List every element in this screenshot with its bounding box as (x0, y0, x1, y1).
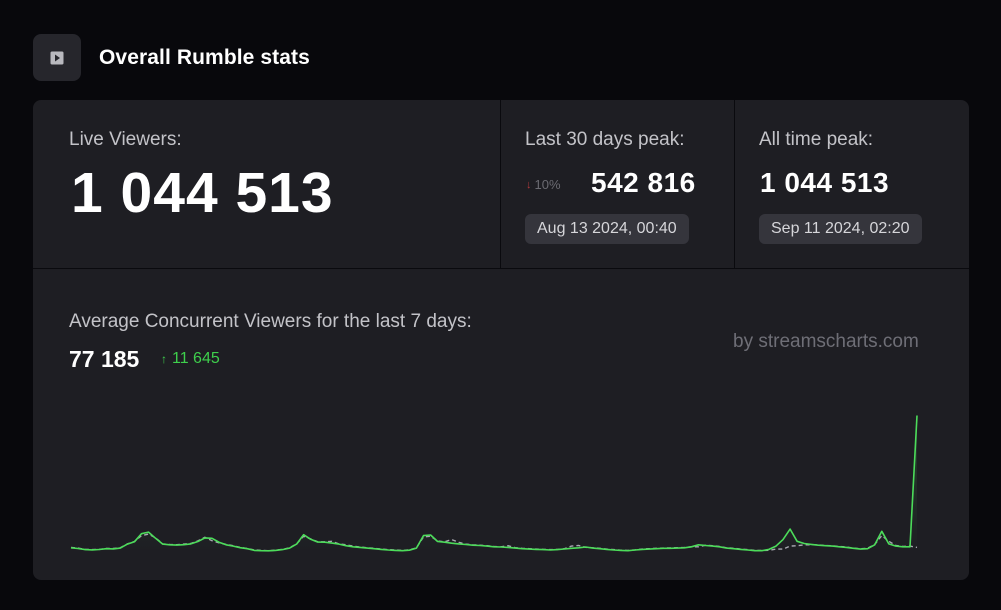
current-series-area (71, 415, 917, 552)
average-change-value: 11 645 (172, 350, 220, 367)
page-title: Overall Rumble stats (99, 45, 310, 69)
live-viewers-label: Live Viewers: (69, 129, 182, 150)
vertical-divider (500, 100, 501, 268)
watermark: by streamscharts.com (733, 331, 919, 352)
last30-peak-value: 542 816 (591, 167, 696, 198)
play-square-icon (33, 34, 81, 81)
last30-change-value: 10% (534, 177, 561, 192)
viewers-line-chart (70, 415, 918, 552)
current-period-series-line (70, 415, 918, 552)
arrow-down-icon: ↓ (526, 178, 532, 191)
horizontal-divider (33, 268, 969, 269)
average-viewers-value: 77 185 (69, 346, 140, 372)
page-header: Overall Rumble stats (33, 34, 310, 81)
average-viewers-label: Average Concurrent Viewers for the last … (69, 311, 472, 332)
alltime-peak-value: 1 044 513 (760, 167, 890, 198)
last30-peak-date-badge: Aug 13 2024, 00:40 (525, 214, 689, 244)
alltime-peak-label: All time peak: (759, 129, 874, 150)
live-viewers-value: 1 044 513 (71, 161, 334, 225)
last30-change: ↓ 10% (526, 177, 561, 192)
arrow-up-icon: ↑ (161, 352, 167, 366)
average-change: ↑ 11 645 (161, 350, 220, 368)
vertical-divider (734, 100, 735, 268)
last30-peak-label: Last 30 days peak: (525, 129, 685, 150)
alltime-peak-date-badge: Sep 11 2024, 02:20 (759, 214, 922, 244)
stats-card: Live Viewers: 1 044 513 Last 30 days pea… (33, 100, 969, 580)
